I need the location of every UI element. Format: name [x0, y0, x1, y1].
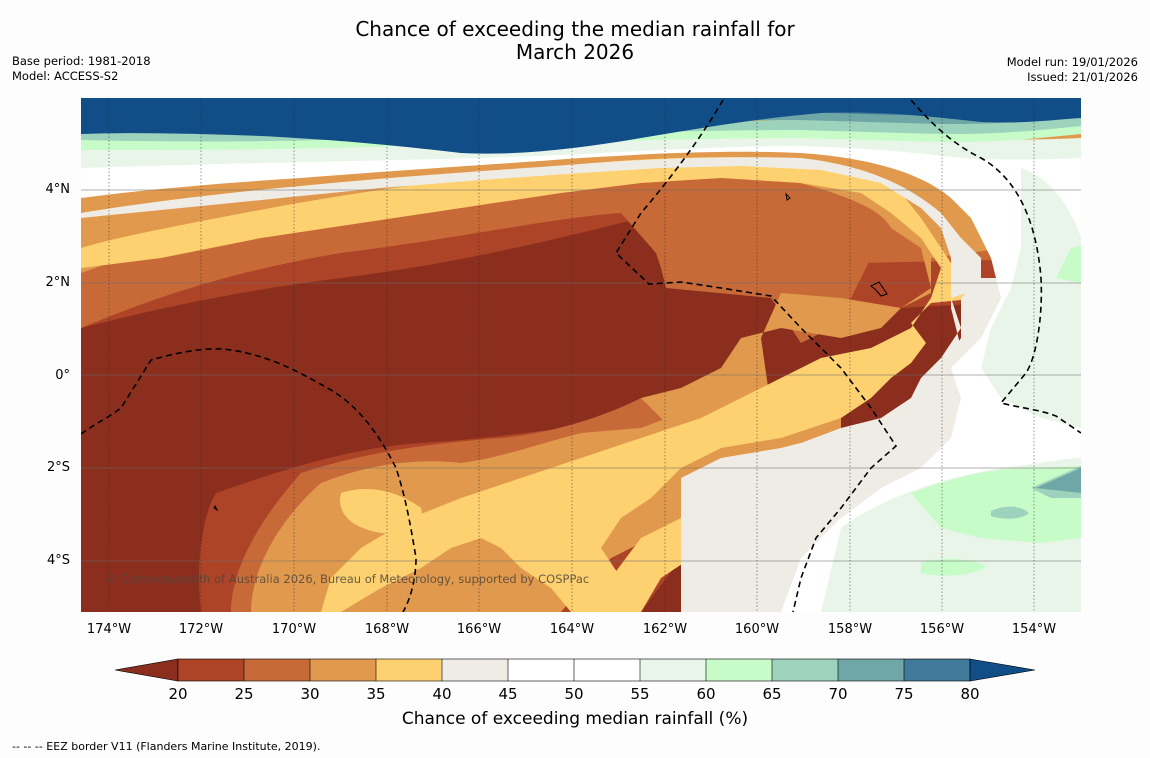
map-canvas — [81, 98, 1081, 612]
colorbar-tick-35: 35 — [366, 685, 386, 703]
model-name: Model: ACCESS-S2 — [12, 69, 119, 83]
latitude-lines — [81, 189, 1081, 562]
colorbar-swatch-45-50 — [508, 659, 574, 681]
colorbar-tick-40: 40 — [432, 685, 452, 703]
colorbar-tick-65: 65 — [762, 685, 782, 703]
colorbar-swatch-65-70 — [772, 659, 838, 681]
colorbar-swatch-60-65 — [706, 659, 772, 681]
colorbar-extend-high — [969, 658, 1036, 682]
contour-70-75-south — [1036, 468, 1081, 493]
title-line-1: Chance of exceeding the median rainfall … — [355, 17, 795, 41]
lat-label-4s: 4°S — [46, 553, 70, 568]
colorbar-tick-75: 75 — [894, 685, 914, 703]
colorbar-swatch-40-45 — [442, 659, 508, 681]
colorbar-tick-80: 80 — [960, 685, 980, 703]
colorbar-extend-low — [114, 658, 179, 682]
colorbar-swatch-75-80 — [904, 659, 970, 681]
colorbar-swatch-25-30 — [244, 659, 310, 681]
contour-35-40-south-blob — [340, 488, 422, 533]
colorbar-swatch-30-35 — [310, 659, 376, 681]
base-period: Base period: 1981-2018 — [12, 54, 151, 68]
lat-label-0: 0° — [55, 368, 70, 383]
lon-label-154w: 154°W — [1011, 622, 1057, 637]
chart-title: Chance of exceeding the median rainfall … — [0, 18, 1150, 64]
lon-label-168w: 168°W — [364, 622, 410, 637]
rainfall-map — [81, 98, 1081, 612]
graticule — [108, 98, 1035, 612]
colorbar-tick-25: 25 — [234, 685, 254, 703]
lon-label-166w: 166°W — [456, 622, 502, 637]
lon-label-158w: 158°W — [827, 622, 873, 637]
contour-65-70-south-small — [991, 506, 1029, 519]
lon-label-174w: 174°W — [86, 622, 132, 637]
colorbar-swatch-55-60 — [640, 659, 706, 681]
lon-label-170w: 170°W — [271, 622, 317, 637]
title-line-2: March 2026 — [515, 40, 635, 64]
eez-legend-note: -- -- -- EEZ border V11 (Flanders Marine… — [12, 740, 321, 753]
colorbar-tick-55: 55 — [630, 685, 650, 703]
issued-date: Issued: 21/01/2026 — [1027, 70, 1138, 84]
colorbar — [114, 658, 1036, 682]
colorbar-tick-60: 60 — [696, 685, 716, 703]
contour-25-30-north-lobe — [641, 178, 871, 298]
colorbar-label: Chance of exceeding median rainfall (%) — [401, 709, 749, 729]
lon-label-172w: 172°W — [178, 622, 224, 637]
lat-label-2s: 2°S — [46, 460, 70, 475]
colorbar-tick-20: 20 — [168, 685, 188, 703]
colorbar-swatch-70-75 — [838, 659, 904, 681]
colorbar-dividers — [177, 658, 971, 682]
contour-55-60-east — [981, 168, 1081, 428]
lon-label-162w: 162°W — [642, 622, 688, 637]
contour-above-80 — [81, 98, 1081, 154]
lon-label-156w: 156°W — [919, 622, 965, 637]
contour-55-60 — [81, 135, 1081, 168]
colorbar-tick-30: 30 — [300, 685, 320, 703]
colorbar-tick-70: 70 — [828, 685, 848, 703]
eez-borders — [81, 99, 1081, 612]
model-run: Model run: 19/01/2026 — [1006, 55, 1138, 69]
colorbar-tick-45: 45 — [498, 685, 518, 703]
colorbar-tick-50: 50 — [564, 685, 584, 703]
contour-60-65-south-small — [921, 558, 986, 576]
colorbar-swatch-35-40 — [376, 659, 442, 681]
lon-label-164w: 164°W — [549, 622, 595, 637]
copyright-notice: © Commonwealth of Australia 2026, Bureau… — [105, 572, 590, 586]
lat-label-2n: 2°N — [45, 275, 71, 290]
colorbar-swatch-20-25 — [178, 659, 244, 681]
metadata-left: Base period: 1981-2018 Model: ACCESS-S2 — [12, 54, 151, 84]
contour-60-65-east — [1056, 246, 1081, 283]
island-outlines — [213, 192, 888, 512]
metadata-right: Model run: 19/01/2026 Issued: 21/01/2026 — [1007, 55, 1138, 85]
lon-label-160w: 160°W — [734, 622, 780, 637]
lat-label-4n: 4°N — [45, 182, 71, 197]
colorbar-swatch-50-55 — [574, 659, 640, 681]
contour-35-40 — [81, 157, 981, 612]
